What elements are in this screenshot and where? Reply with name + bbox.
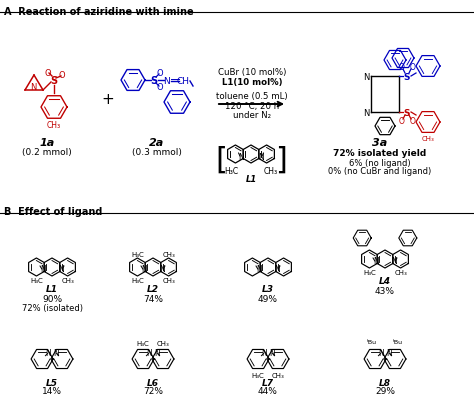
- Text: H₃C: H₃C: [363, 270, 376, 275]
- Text: CH: CH: [176, 77, 190, 86]
- Text: 43%: 43%: [375, 287, 395, 296]
- Text: S: S: [150, 76, 157, 86]
- Text: N: N: [274, 265, 280, 274]
- Text: N: N: [378, 348, 384, 357]
- Text: 29%: 29%: [375, 387, 395, 396]
- Text: N: N: [261, 348, 267, 357]
- Text: S: S: [404, 108, 410, 117]
- Text: A  Reaction of aziridine with imine: A Reaction of aziridine with imine: [4, 7, 193, 17]
- Text: H₃C: H₃C: [224, 167, 238, 176]
- Text: N: N: [258, 152, 264, 161]
- Text: N: N: [159, 265, 165, 274]
- Text: CH₃: CH₃: [272, 372, 284, 378]
- Text: +: +: [101, 92, 114, 107]
- Text: L1: L1: [46, 285, 58, 294]
- Text: H₃C: H₃C: [131, 252, 144, 257]
- Text: L5: L5: [46, 378, 58, 387]
- Text: N: N: [164, 76, 170, 85]
- Text: B  Effect of ligand: B Effect of ligand: [4, 207, 102, 216]
- Text: 14%: 14%: [42, 387, 62, 396]
- Text: CuBr (10 mol%): CuBr (10 mol%): [218, 67, 286, 76]
- Text: 0% (no CuBr and ligand): 0% (no CuBr and ligand): [328, 167, 432, 176]
- Text: 74%: 74%: [143, 295, 163, 304]
- Text: L1: L1: [246, 174, 256, 183]
- Text: N: N: [40, 265, 46, 274]
- Text: 72% (isolated): 72% (isolated): [21, 304, 82, 313]
- Text: 120 °C, 20 h: 120 °C, 20 h: [225, 101, 279, 110]
- Text: O: O: [59, 71, 65, 80]
- Text: H₃C: H₃C: [30, 277, 43, 283]
- Text: (0.2 mmol): (0.2 mmol): [22, 148, 72, 157]
- Text: H₃C: H₃C: [252, 372, 264, 378]
- Text: L7: L7: [262, 378, 274, 387]
- Text: N: N: [58, 265, 64, 274]
- Text: O: O: [399, 63, 405, 72]
- Text: S: S: [50, 76, 57, 86]
- Text: N: N: [256, 265, 262, 274]
- Text: N: N: [30, 82, 36, 91]
- Text: toluene (0.5 mL): toluene (0.5 mL): [216, 92, 288, 101]
- Text: L6: L6: [147, 378, 159, 387]
- Text: ]: ]: [275, 145, 287, 174]
- Text: N: N: [53, 348, 59, 357]
- Text: N: N: [238, 152, 244, 161]
- Text: O: O: [410, 63, 416, 72]
- Text: O: O: [399, 117, 405, 126]
- Text: H₃C: H₃C: [131, 277, 144, 283]
- Text: under N₂: under N₂: [233, 110, 271, 119]
- Text: O: O: [410, 117, 416, 126]
- Text: L1(10 mol%): L1(10 mol%): [222, 77, 282, 86]
- Text: L4: L4: [379, 277, 391, 286]
- Text: O: O: [157, 70, 164, 78]
- Text: CH₃: CH₃: [162, 252, 175, 257]
- Text: O: O: [45, 68, 51, 77]
- Text: 6% (no ligand): 6% (no ligand): [349, 158, 411, 167]
- Text: N: N: [269, 348, 275, 357]
- Text: H₃C: H₃C: [137, 340, 149, 346]
- Text: [: [: [215, 145, 227, 174]
- Text: CH₃: CH₃: [61, 277, 74, 283]
- Text: 2a: 2a: [149, 138, 164, 148]
- Text: O: O: [157, 83, 164, 92]
- Text: N: N: [141, 265, 146, 274]
- Text: ᵗBu: ᵗBu: [367, 339, 377, 345]
- Text: 1a: 1a: [39, 138, 55, 148]
- Text: CH₃: CH₃: [47, 120, 61, 129]
- Text: 3a: 3a: [373, 138, 388, 148]
- Text: L2: L2: [147, 285, 159, 294]
- Text: (0.3 mmol): (0.3 mmol): [132, 148, 182, 157]
- Text: CH₃: CH₃: [264, 167, 278, 176]
- Text: ᵗBu: ᵗBu: [393, 339, 403, 345]
- Text: CH₃: CH₃: [162, 277, 175, 283]
- Text: 72% isolated yield: 72% isolated yield: [333, 148, 427, 157]
- Text: CH₃: CH₃: [422, 136, 434, 142]
- Text: N: N: [386, 348, 392, 357]
- Text: N: N: [146, 348, 152, 357]
- Text: N: N: [46, 348, 51, 357]
- Text: N: N: [364, 72, 370, 81]
- Text: 44%: 44%: [258, 387, 278, 396]
- Text: S: S: [404, 72, 410, 81]
- Text: CH₃: CH₃: [156, 340, 169, 346]
- Text: N: N: [373, 257, 379, 266]
- Text: N: N: [392, 257, 397, 266]
- Text: N: N: [364, 108, 370, 117]
- Text: 72%: 72%: [143, 387, 163, 396]
- Text: L8: L8: [379, 378, 391, 387]
- Text: N: N: [154, 348, 160, 357]
- Text: 90%: 90%: [42, 295, 62, 304]
- Text: CH₃: CH₃: [394, 270, 407, 275]
- Text: 49%: 49%: [258, 295, 278, 304]
- Text: L3: L3: [262, 285, 274, 294]
